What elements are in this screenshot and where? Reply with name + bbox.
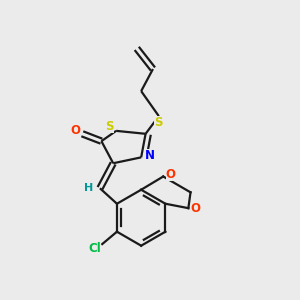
Text: O: O xyxy=(191,202,201,215)
Text: H: H xyxy=(84,183,93,193)
Text: Cl: Cl xyxy=(88,242,101,255)
Text: O: O xyxy=(166,168,176,181)
Text: N: N xyxy=(144,149,154,162)
Text: S: S xyxy=(154,116,163,129)
Text: S: S xyxy=(105,120,114,133)
Text: O: O xyxy=(70,124,80,137)
